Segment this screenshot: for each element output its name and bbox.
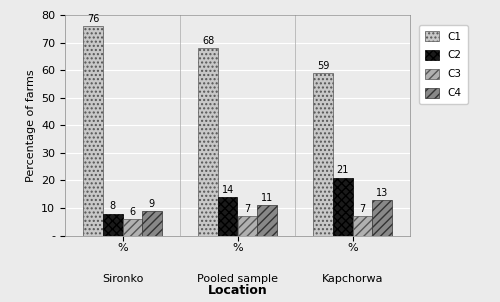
Text: 8: 8 bbox=[110, 201, 116, 211]
Bar bbox=[218, 197, 238, 236]
Text: Sironko: Sironko bbox=[102, 275, 143, 284]
Bar bbox=[84, 26, 103, 236]
Bar bbox=[333, 178, 352, 236]
Bar bbox=[103, 214, 122, 236]
Bar bbox=[142, 211, 162, 236]
Bar bbox=[122, 219, 142, 236]
Text: 6: 6 bbox=[129, 207, 136, 217]
Bar bbox=[314, 73, 333, 236]
Bar bbox=[238, 216, 257, 236]
X-axis label: Location: Location bbox=[208, 284, 268, 297]
Text: 11: 11 bbox=[260, 193, 273, 203]
Bar bbox=[372, 200, 392, 236]
Text: 76: 76 bbox=[87, 14, 100, 24]
Bar bbox=[257, 205, 276, 236]
Text: 14: 14 bbox=[222, 185, 234, 195]
Text: 68: 68 bbox=[202, 36, 214, 46]
Text: 13: 13 bbox=[376, 188, 388, 198]
Bar bbox=[198, 48, 218, 236]
Legend: C1, C2, C3, C4: C1, C2, C3, C4 bbox=[418, 25, 468, 104]
Bar bbox=[352, 216, 372, 236]
Text: 7: 7 bbox=[244, 204, 250, 214]
Text: 59: 59 bbox=[317, 61, 330, 71]
Text: 21: 21 bbox=[336, 165, 349, 175]
Text: 7: 7 bbox=[359, 204, 366, 214]
Text: 9: 9 bbox=[149, 198, 155, 209]
Text: Kapchorwa: Kapchorwa bbox=[322, 275, 384, 284]
Y-axis label: Percentage of farms: Percentage of farms bbox=[26, 69, 36, 182]
Text: Pooled sample: Pooled sample bbox=[197, 275, 278, 284]
